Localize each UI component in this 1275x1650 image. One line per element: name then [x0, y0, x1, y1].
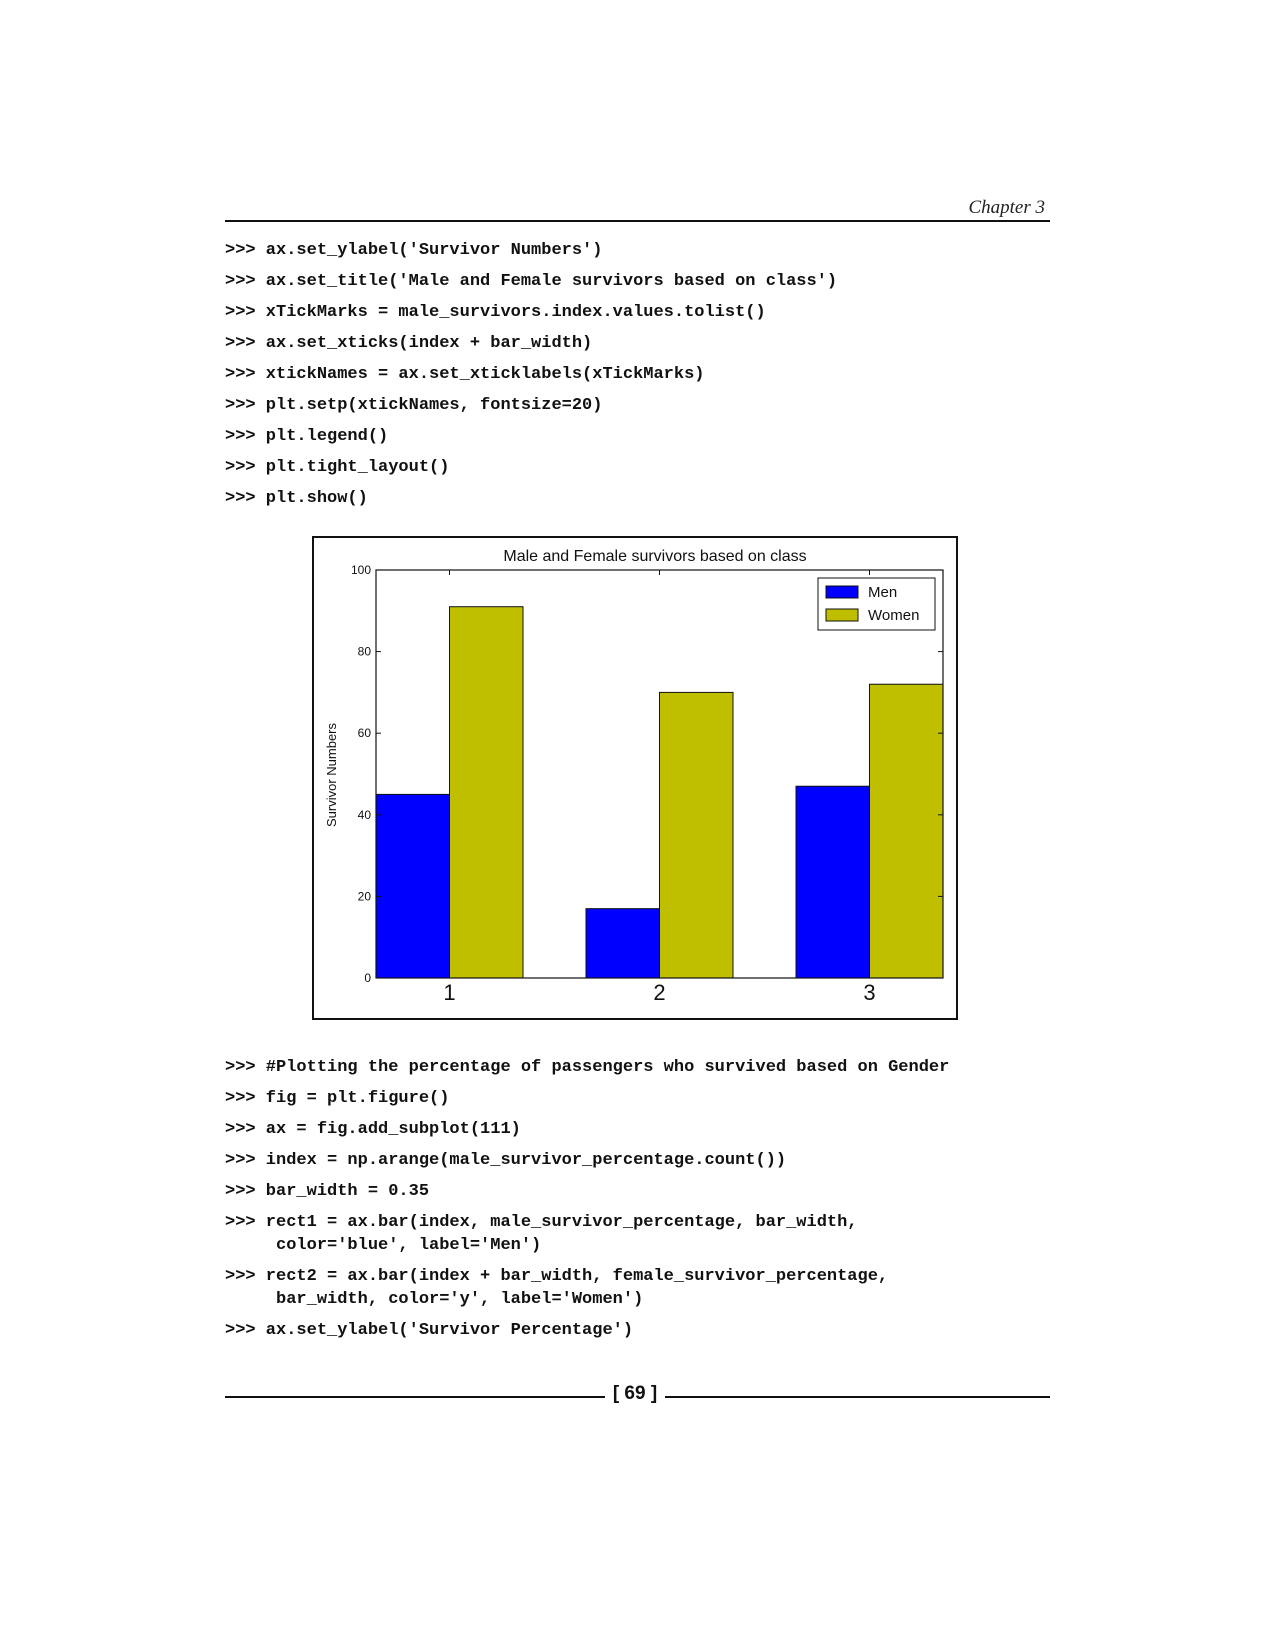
- legend-label-women: Women: [868, 607, 919, 624]
- code-line: >>> plt.tight_layout(): [225, 458, 450, 477]
- y-tick-label: 100: [351, 563, 371, 577]
- bar-women-2: [659, 691, 734, 979]
- code-line: >>> plt.legend(): [225, 427, 389, 446]
- code-line: >>> #Plotting the percentage of passenge…: [225, 1058, 950, 1077]
- y-tick-label: 0: [364, 971, 371, 985]
- y-tick-label: 80: [358, 645, 372, 659]
- footer-rule-right: [665, 1396, 1050, 1398]
- bar-women-3: [869, 683, 944, 979]
- x-tick-label: 1: [443, 980, 455, 1005]
- legend-label-men: Men: [868, 584, 897, 601]
- bar-chart: Male and Female survivors based on class…: [324, 548, 944, 1005]
- legend-swatch-men: [825, 585, 859, 599]
- code-line: >>> ax.set_xticks(index + bar_width): [225, 334, 593, 353]
- plot-area-frame: [375, 569, 944, 979]
- code-line: >>> plt.setp(xtickNames, fontsize=20): [225, 396, 603, 415]
- chart-title: Male and Female survivors based on class: [503, 548, 806, 565]
- code-line: >>> xTickMarks = male_survivors.index.va…: [225, 303, 766, 322]
- bar-men-2: [585, 908, 660, 979]
- code-line: >>> rect2 = ax.bar(index + bar_width, fe…: [225, 1267, 889, 1309]
- code-line: >>> index = np.arange(male_survivor_perc…: [225, 1151, 787, 1170]
- legend-swatch-women: [825, 608, 859, 622]
- y-tick-label: 20: [358, 889, 372, 903]
- code-block-bottom: >>> #Plotting the percentage of passenge…: [225, 1056, 1055, 1350]
- y-axis-label: Survivor Numbers: [324, 722, 339, 827]
- code-line: >>> xtickNames = ax.set_xticklabels(xTic…: [225, 365, 705, 384]
- code-line: >>> ax.set_ylabel('Survivor Percentage'): [225, 1321, 634, 1340]
- bar-women-1: [449, 606, 524, 979]
- bar-men-1: [375, 793, 450, 979]
- chapter-header: Chapter 3: [968, 197, 1045, 218]
- y-tick-label: 40: [358, 808, 372, 822]
- chart-figure: Male and Female survivors based on class…: [312, 536, 958, 1020]
- code-line: >>> rect1 = ax.bar(index, male_survivor_…: [225, 1213, 858, 1255]
- code-line: >>> ax.set_ylabel('Survivor Numbers'): [225, 241, 603, 260]
- code-line: >>> ax = fig.add_subplot(111): [225, 1120, 521, 1139]
- code-block-top: >>> ax.set_ylabel('Survivor Numbers') >>…: [225, 239, 1055, 518]
- bar-men-3: [795, 785, 870, 979]
- header-rule: [225, 220, 1050, 222]
- y-tick-label: 60: [358, 726, 372, 740]
- legend: Men Women: [817, 577, 936, 631]
- code-line: >>> bar_width = 0.35: [225, 1182, 430, 1201]
- code-line: >>> fig = plt.figure(): [225, 1089, 450, 1108]
- x-tick-label: 3: [863, 980, 875, 1005]
- code-line: >>> plt.show(): [225, 489, 368, 508]
- page-number: [ 69 ]: [612, 1383, 658, 1404]
- code-line: >>> ax.set_title('Male and Female surviv…: [225, 272, 838, 291]
- x-tick-label: 2: [653, 980, 665, 1005]
- footer-rule-left: [225, 1396, 605, 1398]
